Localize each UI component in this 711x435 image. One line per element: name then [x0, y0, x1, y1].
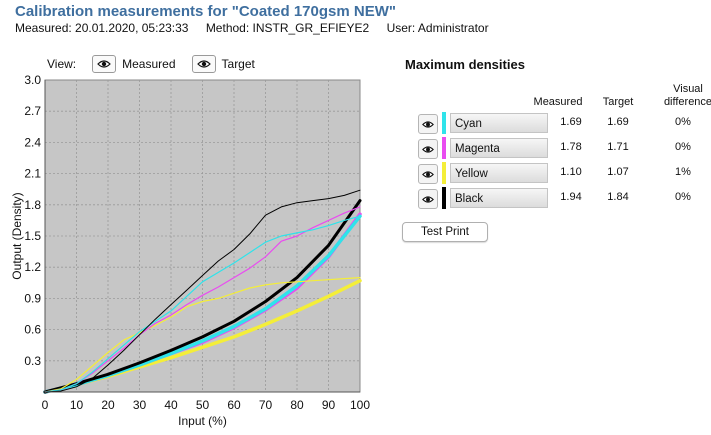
y-tick-label: 2.7 [24, 104, 41, 118]
x-tick-label: 40 [164, 398, 178, 412]
x-tick-label: 50 [196, 398, 210, 412]
view-toggles: View: Measured Target [47, 55, 255, 73]
visual-difference-value: 0% [675, 116, 691, 128]
user-label: User: Administrator [386, 21, 489, 35]
density-row-yellow: Yellow 1.10 1.07 1% [418, 162, 711, 184]
y-tick-label: 3.0 [24, 73, 41, 87]
channel-name[interactable]: Black [450, 188, 548, 208]
y-tick-label: 1.5 [24, 229, 41, 243]
channel-name[interactable]: Magenta [450, 138, 548, 158]
measured-timestamp: Measured: 20.01.2020, 05:23:33 [15, 21, 189, 35]
density-row-cyan: Cyan 1.69 1.69 0% [418, 112, 711, 134]
x-tick-label: 60 [227, 398, 241, 412]
x-tick-label: 90 [322, 398, 336, 412]
y-tick-label: 0.9 [24, 291, 41, 305]
channel-name[interactable]: Cyan [450, 113, 548, 133]
y-tick-label: 0.6 [24, 323, 41, 337]
col-target-header: Target [602, 96, 634, 108]
color-swatch [442, 112, 446, 134]
density-row-black: Black 1.94 1.84 0% [418, 187, 711, 209]
x-axis-label: Input (%) [178, 414, 227, 428]
eye-icon[interactable] [191, 55, 216, 73]
measured-value: 1.78 [560, 141, 582, 153]
y-tick-label: 2.1 [24, 167, 41, 181]
max-densities-title: Maximum densities [405, 57, 525, 72]
visual-difference-value: 1% [675, 166, 691, 178]
x-tick-label: 70 [259, 398, 273, 412]
y-tick-label: 0.3 [24, 354, 41, 368]
series-line-3 [43, 199, 362, 394]
x-tick-label: 20 [101, 398, 115, 412]
y-tick-label: 2.4 [24, 135, 41, 149]
measurement-info: Measured: 20.01.2020, 05:23:33 Method: I… [15, 21, 503, 35]
x-tick-label: 0 [42, 398, 49, 412]
x-tick-label: 100 [350, 398, 370, 412]
y-tick-label: 1.2 [24, 260, 41, 274]
view-measured-label: Measured [122, 57, 176, 71]
test-print-button[interactable]: Test Print [402, 222, 488, 242]
series-line-7 [44, 189, 361, 393]
series-line-4 [44, 277, 361, 393]
x-tick-label: 10 [70, 398, 84, 412]
measured-value: 1.10 [560, 166, 582, 178]
eye-icon[interactable] [418, 114, 438, 134]
col-visual-header-line1: Visual [673, 83, 703, 95]
window-title: Calibration measurements for "Coated 170… [15, 3, 396, 20]
method-label: Method: INSTR_GR_EFIEYE2 [205, 21, 370, 35]
color-swatch [442, 187, 446, 209]
y-axis-label: Output (Density) [10, 192, 24, 279]
series-line-6 [44, 215, 361, 393]
calibration-chart: 0 10 20 30 40 50 60 70 80 90 100 0.3 0.6 0.9 1.2 1.5 1.8… [10, 73, 370, 428]
eye-icon[interactable] [418, 164, 438, 184]
target-value: 1.07 [607, 166, 629, 178]
target-value: 1.69 [607, 116, 629, 128]
col-measured-header: Measured [533, 96, 583, 108]
eye-icon[interactable] [418, 189, 438, 209]
target-value: 1.84 [607, 191, 629, 203]
measured-value: 1.69 [560, 116, 582, 128]
view-measured-toggle[interactable]: Measured [92, 55, 176, 73]
view-target-label: Target [221, 57, 255, 71]
color-swatch [442, 162, 446, 184]
visual-difference-value: 0% [675, 191, 691, 203]
color-swatch [442, 137, 446, 159]
density-row-magenta: Magenta 1.78 1.71 0% [418, 137, 711, 159]
eye-icon[interactable] [92, 55, 117, 73]
visual-difference-value: 0% [675, 141, 691, 153]
y-tick-label: 1.8 [24, 198, 41, 212]
eye-icon[interactable] [418, 139, 438, 159]
target-value: 1.71 [607, 141, 629, 153]
col-visual-header: Visual difference [650, 83, 711, 109]
view-target-toggle[interactable]: Target [191, 55, 255, 73]
col-visual-header-line2: difference [663, 96, 711, 108]
x-tick-label: 80 [290, 398, 304, 412]
measured-value: 1.94 [560, 191, 582, 203]
view-label: View: [47, 57, 77, 71]
channel-name[interactable]: Yellow [450, 163, 548, 183]
x-tick-label: 30 [133, 398, 147, 412]
